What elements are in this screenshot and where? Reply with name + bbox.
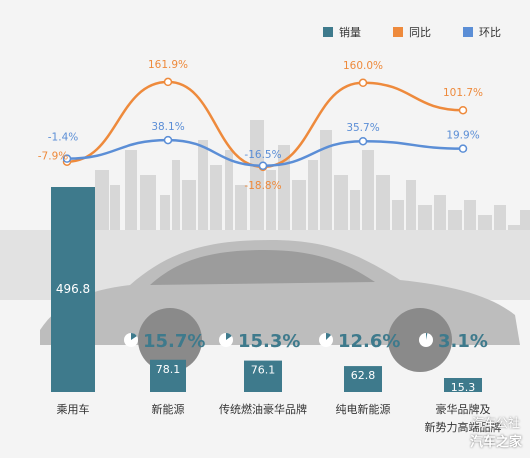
bar <box>150 359 186 392</box>
category-label: 传统燃油豪华品牌 <box>219 402 307 416</box>
share-label: 12.6% <box>338 331 400 352</box>
share-label: 15.3% <box>238 331 300 352</box>
line-point <box>358 78 368 88</box>
car-wheel-front <box>138 308 202 372</box>
share-pie-slice <box>326 333 331 340</box>
legend-swatch-yoy <box>393 27 403 37</box>
line-point <box>62 154 72 163</box>
watermark-line1: 汽车公社 <box>471 416 520 430</box>
mom-value-label: -1.4% <box>48 132 78 144</box>
share-pie-slice <box>226 333 232 340</box>
mom-value-label: -16.5% <box>244 149 281 161</box>
line-point <box>458 144 468 153</box>
car-window <box>150 250 375 285</box>
bar <box>344 366 382 392</box>
line-point <box>258 161 268 171</box>
mom-value-label: 35.7% <box>346 122 379 134</box>
legend-label-sales: 销量 <box>339 26 361 39</box>
bar <box>244 360 282 392</box>
bar-value-label: 62.8 <box>351 369 376 382</box>
category-label: 豪华品牌及 <box>436 402 491 416</box>
yoy-value-label: 101.7% <box>443 87 483 99</box>
category-label: 新能源 <box>152 402 185 416</box>
legend-label-yoy: 同比 <box>409 26 431 39</box>
category-label: 新势力高端品牌 <box>425 420 502 434</box>
share-label: 15.7% <box>143 331 205 352</box>
yoy-value-label: 161.9% <box>148 59 188 71</box>
bar <box>444 378 482 392</box>
line-point <box>163 135 173 145</box>
bar-value-label: 496.8 <box>56 282 90 296</box>
category-label: 纯电新能源 <box>336 402 391 416</box>
watermark-line2: 汽车之家 <box>469 435 522 450</box>
yoy-value-label: 160.0% <box>343 60 383 72</box>
mom-value-label: 19.9% <box>446 130 479 142</box>
share-pie-slice <box>426 333 428 340</box>
legend-swatch-sales <box>323 27 333 37</box>
share-label: 3.1% <box>438 331 488 352</box>
legend-swatch-mom <box>463 27 473 37</box>
legend-item-mom: 环比 <box>463 24 501 40</box>
skyline-building <box>198 140 208 300</box>
yoy-value-label: -7.9% <box>38 151 68 163</box>
bar-value-label: 76.1 <box>251 364 276 377</box>
bar-value-label: 15.3 <box>451 381 476 394</box>
legend-label-mom: 环比 <box>479 26 501 39</box>
line-point <box>163 77 173 87</box>
bar <box>51 187 95 392</box>
mom-value-label: 38.1% <box>151 121 184 133</box>
category-label: 乘用车 <box>57 402 90 416</box>
share-pie-slice <box>131 333 137 340</box>
legend-item-yoy: 同比 <box>393 24 431 40</box>
skyline-building <box>225 150 233 300</box>
legend-item-sales: 销量 <box>323 24 361 40</box>
bar-value-label: 78.1 <box>156 363 181 376</box>
line-point <box>358 136 368 146</box>
yoy-value-label: -18.8% <box>244 180 281 192</box>
line-point <box>458 105 468 115</box>
